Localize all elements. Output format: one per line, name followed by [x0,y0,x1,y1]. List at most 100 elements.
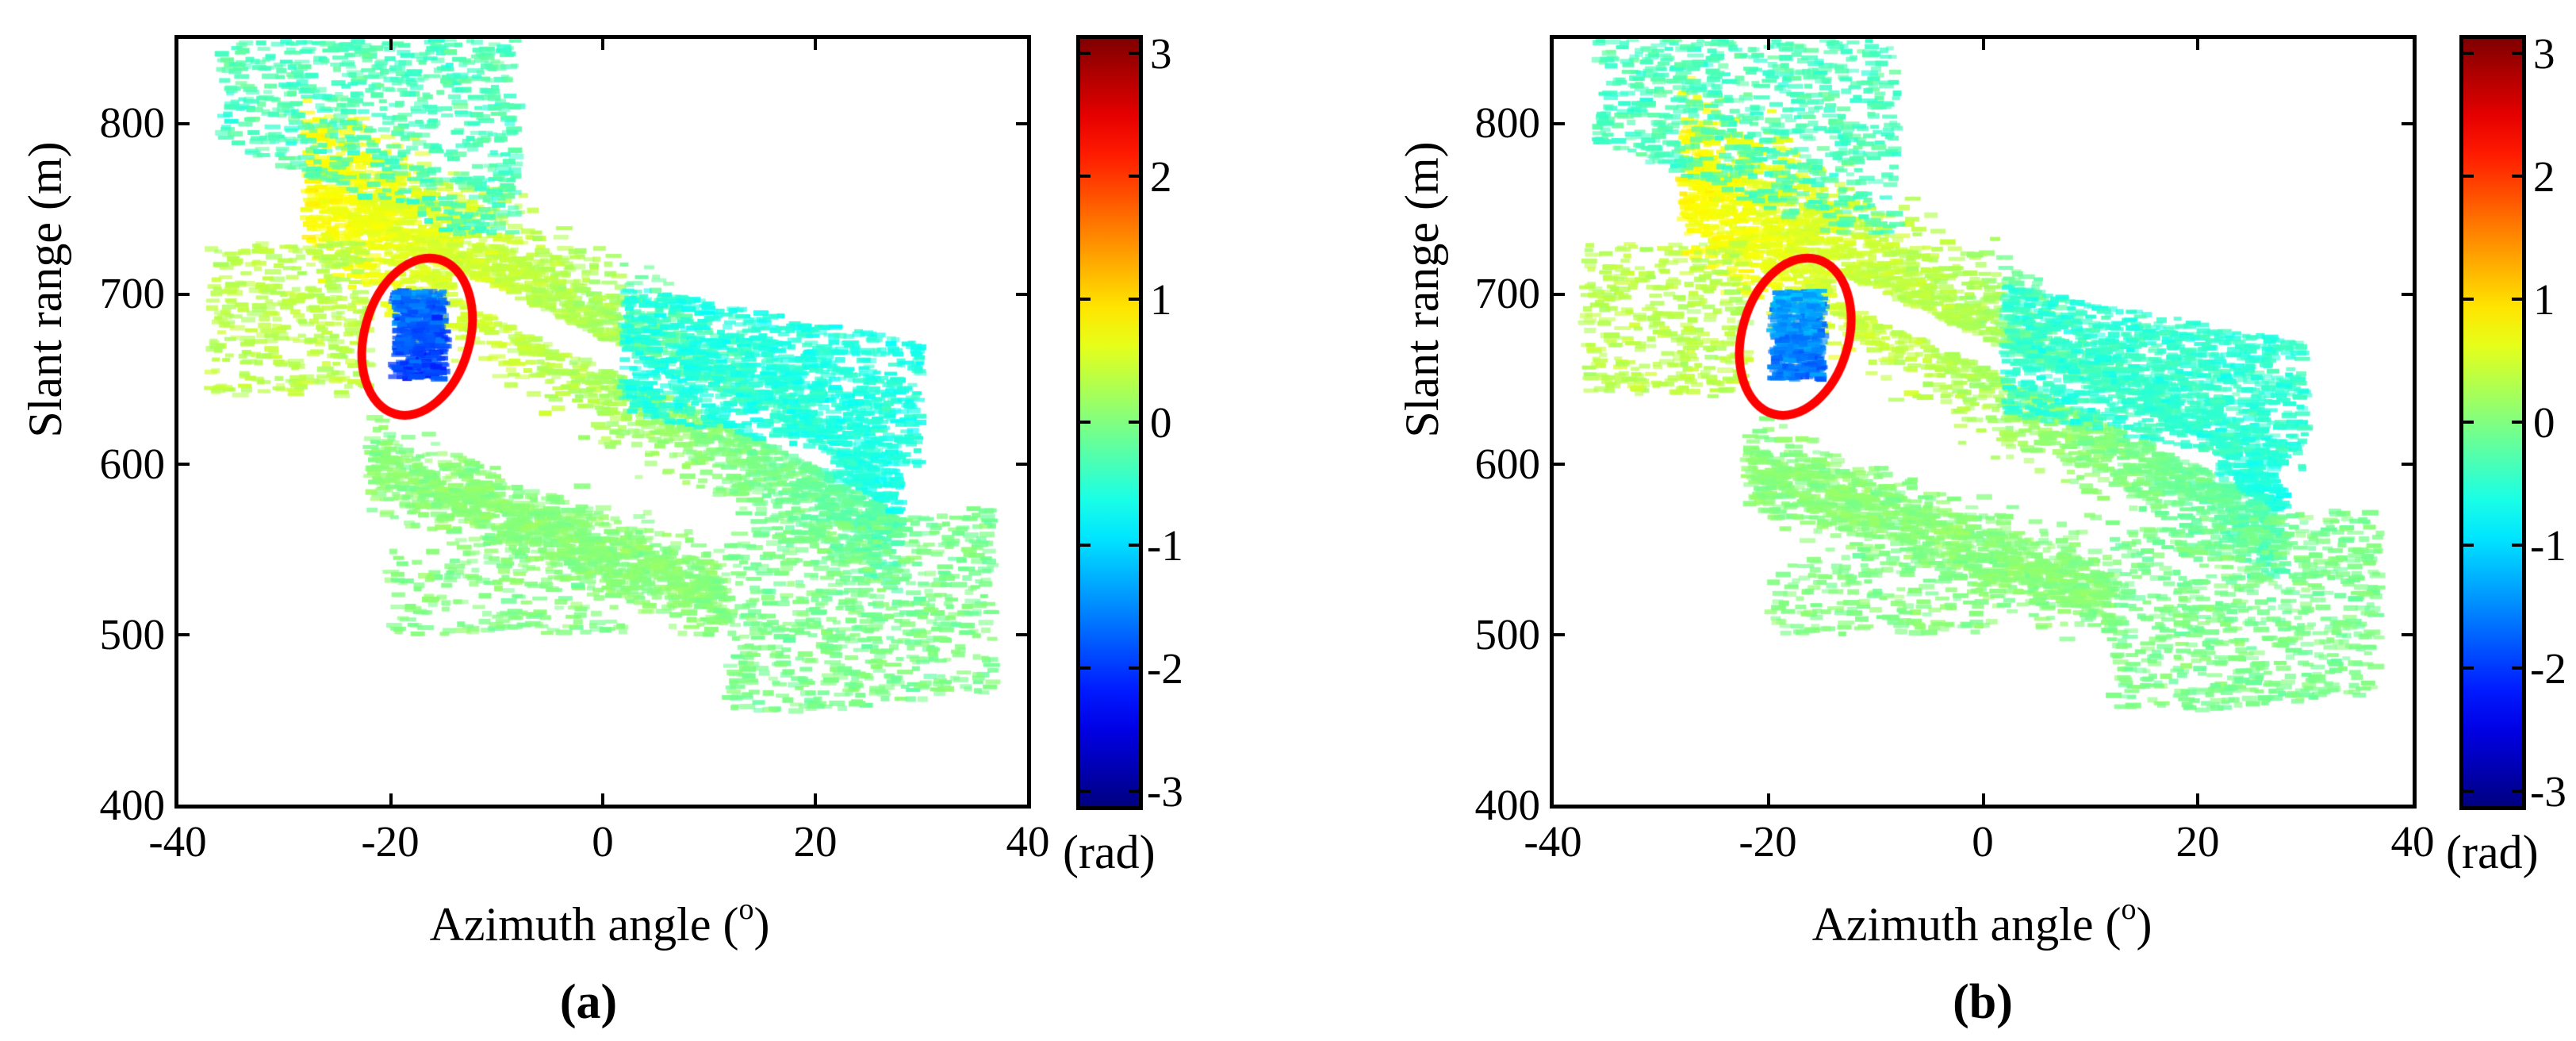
colorbar-label: 0 [2533,398,2555,447]
x-tick-label: -20 [1738,817,1797,866]
colorbar-label: -2 [1147,644,1183,693]
colorbar-tick-mark [1129,666,1140,670]
colorbar-tick-mark [1079,789,1091,793]
y-tick-mark [2402,632,2413,636]
x-tick-mark [2196,793,2200,805]
degree-superscript: o [2121,893,2137,926]
colorbar-tick-mark [1079,544,1091,547]
colorbar-label: 2 [1150,152,1172,201]
colorbar-tick-mark [1129,52,1140,55]
x-tick-label: 0 [1972,817,1994,866]
x-axis-title: Azimuth angle (o) [429,893,770,951]
x-tick-label: 40 [1006,817,1050,866]
y-tick-label: 600 [1474,440,1541,488]
colorbar-tick-mark [2463,421,2474,424]
x-tick-mark [1981,793,1985,805]
colorbar-label: -3 [2530,767,2566,816]
x-tick-label: -40 [148,817,207,866]
colorbar-label: 1 [2533,275,2555,324]
colorbar-tick-mark [1079,421,1091,424]
colorbar-label: 3 [2533,29,2555,78]
colorbar-label: 3 [1150,29,1172,78]
colorbar-tick-mark [1129,421,1140,424]
y-tick-label: 800 [99,98,166,147]
colorbar-tick-mark [1129,175,1140,178]
colorbar-tick-mark [2463,298,2474,301]
y-tick-mark [1016,292,1027,296]
colorbar-label: 1 [1150,275,1172,324]
colorbar-tick-mark [2463,789,2474,793]
y-tick-mark [1554,632,1565,636]
x-tick-mark [389,39,393,50]
colorbar-tick-mark [2463,544,2474,547]
colorbar-tick-mark [2463,666,2474,670]
x-tick-mark [813,793,817,805]
x-axis-title: Azimuth angle (o) [1811,893,2152,951]
colorbar-tick-mark [2512,52,2523,55]
y-tick-mark [1016,122,1027,126]
y-tick-label: 400 [1474,781,1541,829]
x-tick-label: -40 [1524,817,1582,866]
y-tick-label: 400 [99,781,166,829]
y-tick-label: 500 [99,610,166,659]
degree-superscript: o [738,893,754,926]
colorbar-tick-mark [1079,175,1091,178]
colorbar-tick-mark [2512,544,2523,547]
y-tick-mark [1016,632,1027,636]
colorbar-label: -2 [2530,644,2566,693]
plot-area-a [174,35,1031,809]
x-tick-mark [1981,39,1985,50]
y-tick-mark [2402,122,2413,126]
y-tick-label: 700 [1474,269,1541,317]
x-tick-label: -20 [361,817,420,866]
x-tick-mark [389,793,393,805]
colorbar-label: -3 [1147,767,1183,816]
colorbar-tick-mark [1129,789,1140,793]
x-tick-mark [813,39,817,50]
y-tick-mark [1554,292,1565,296]
x-tick-label: 0 [592,817,614,866]
colorbar-label: 2 [2533,152,2555,201]
colorbar-label: -1 [1147,521,1183,570]
colorbar-tick-mark [2512,175,2523,178]
y-tick-mark [178,292,190,296]
colorbar-tick-mark [2463,52,2474,55]
colorbar-unit: (rad) [2446,826,2539,878]
panel-caption-a: (a) [559,975,618,1029]
x-tick-mark [601,39,604,50]
scatter-canvas-a [178,39,1027,805]
colorbar-tick-mark [1129,544,1140,547]
colorbar-tick-mark [1129,298,1140,301]
x-tick-mark [1766,39,1770,50]
y-tick-label: 800 [1474,98,1541,147]
x-tick-label: 40 [2390,817,2435,866]
colorbar-tick-mark [1079,298,1091,301]
panel-caption-b: (b) [1953,975,2013,1029]
y-tick-mark [2402,463,2413,467]
scatter-canvas-b [1554,39,2413,805]
x-tick-label: 20 [2175,817,2220,866]
y-tick-label: 600 [99,440,166,488]
y-tick-mark [2402,292,2413,296]
colorbar-tick-mark [2512,298,2523,301]
y-tick-mark [1016,463,1027,467]
y-tick-mark [1554,463,1565,467]
x-tick-mark [601,793,604,805]
colorbar-tick-mark [2512,421,2523,424]
colorbar-tick-mark [2512,789,2523,793]
colorbar-tick-mark [1079,666,1091,670]
y-tick-mark [1554,122,1565,126]
y-tick-mark [178,463,190,467]
colorbar-tick-mark [2512,666,2523,670]
colorbar-tick-mark [1079,52,1091,55]
y-tick-label: 500 [1474,610,1541,659]
panel-b: Slant range (m) 800 700 600 500 400 -40 … [1377,0,2576,1041]
x-tick-mark [2196,39,2200,50]
y-tick-label: 700 [99,269,166,317]
colorbar-label: -1 [2530,521,2566,570]
colorbar-tick-mark [2463,175,2474,178]
y-tick-mark [178,632,190,636]
colorbar-label: 0 [1150,398,1172,447]
y-tick-mark [178,122,190,126]
plot-area-b [1550,35,2417,809]
